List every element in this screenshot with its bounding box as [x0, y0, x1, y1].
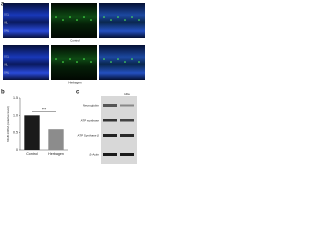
x-tick-label: Herbagen — [48, 152, 64, 156]
panel-label: b — [1, 90, 5, 96]
signal-dot — [110, 19, 112, 21]
band-label: ATP synthase — [81, 118, 100, 122]
y-axis-label: NGB mRNA (relative level) — [6, 106, 10, 142]
band-label: β-Actin — [90, 152, 100, 156]
blot-band — [103, 153, 117, 156]
y-tick-label: 1.5 — [13, 96, 18, 100]
blot-band — [103, 119, 117, 122]
blot-membrane — [101, 96, 137, 164]
band-label: Neuroglobin — [83, 103, 100, 107]
bar — [48, 129, 64, 150]
micrograph — [99, 45, 145, 80]
signal-dot — [103, 58, 105, 60]
signal-dot — [76, 19, 78, 21]
signal-dot — [131, 58, 133, 60]
y-tick-label: 0.5 — [13, 131, 18, 135]
blot-band — [120, 119, 134, 122]
blot-band — [103, 134, 117, 137]
signal-dot — [62, 61, 64, 63]
layer-label: INL — [4, 22, 9, 25]
signal-dot — [62, 19, 64, 21]
signal-dot — [55, 58, 57, 60]
micrograph — [99, 3, 145, 38]
figure: a b c DAPINeuroglobinNeuroglobin/DAPIGCL… — [1, 2, 145, 164]
page: a b c DAPINeuroglobinNeuroglobin/DAPIGCL… — [0, 0, 150, 168]
micrograph — [3, 3, 49, 38]
blot-band — [120, 134, 134, 137]
micrograph — [3, 45, 49, 80]
annotation: *** — [42, 107, 47, 111]
micrograph — [51, 45, 97, 80]
y-tick-label: 0 — [16, 148, 18, 152]
row-label: Control — [70, 38, 80, 42]
band-label: ATP Synthase β — [78, 133, 100, 137]
layer-label: ONL — [4, 30, 10, 33]
layer-label: ONL — [4, 72, 10, 75]
layer-label: GCL — [4, 56, 10, 59]
signal-dot — [90, 19, 92, 21]
signal-dot — [124, 61, 126, 63]
signal-dot — [55, 16, 57, 18]
blot-band — [103, 104, 117, 107]
panel-label: c — [76, 90, 80, 96]
layer-label: INL — [4, 64, 9, 67]
signal-dot — [131, 16, 133, 18]
row-label: Herbagen — [68, 80, 82, 84]
y-tick-label: 1.0 — [13, 113, 18, 117]
blot-band — [120, 153, 134, 156]
signal-dot — [138, 19, 140, 21]
x-tick-label: Control — [26, 152, 38, 156]
signal-dot — [117, 58, 119, 60]
signal-dot — [103, 16, 105, 18]
signal-dot — [90, 61, 92, 63]
signal-dot — [138, 61, 140, 63]
signal-dot — [124, 19, 126, 21]
blot-header: kDa — [124, 92, 130, 96]
signal-dot — [117, 16, 119, 18]
layer-label: GCL — [4, 14, 10, 17]
signal-dot — [76, 61, 78, 63]
bar — [24, 115, 40, 150]
micrograph — [51, 3, 97, 38]
signal-dot — [110, 61, 112, 63]
signal-dot — [69, 16, 71, 18]
signal-dot — [69, 58, 71, 60]
signal-dot — [83, 16, 85, 18]
signal-dot — [83, 58, 85, 60]
blot-band — [120, 104, 134, 107]
